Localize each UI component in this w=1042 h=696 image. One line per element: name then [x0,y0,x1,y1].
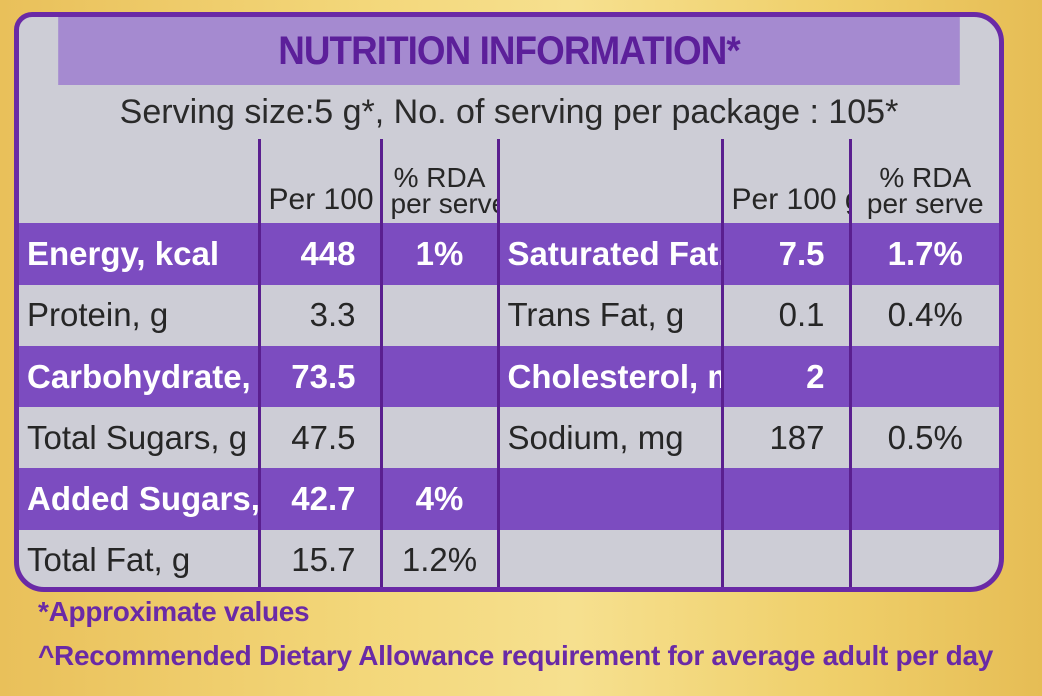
nutrient-name: Total Fat, g [27,541,191,579]
nutrient-value [720,468,850,530]
header-rda-left-line2: per serve [390,188,499,220]
table-row: Carbohydrate, g 73.5 Cholesterol, mg 2 [19,345,999,408]
nutrient-value: 3.3 [257,284,381,346]
table-row: Protein, g 3.3 Trans Fat, g 0.1 0.4% [19,284,999,346]
table-row: Total Sugars, g 47.5 Sodium, mg 187 0.5% [19,407,999,469]
nutrition-table: Per 100 g % RDA per serve Per 100 g % RD… [19,139,999,587]
nutrient-value [720,529,850,587]
header-rda-right: % RDA per serve [848,139,999,224]
nutrient-rda: 4% [379,468,498,530]
header-rda-left-line1: % RDA [393,162,486,194]
nutrient-name [496,529,722,587]
nutrient-name: Added Sugars, g [19,468,259,530]
nutrient-rda: 0.5% [848,407,999,469]
header-rda-left: % RDA per serve [379,139,499,224]
nutrient-rda: 0.4% [848,284,999,346]
nutrient-value: 15.7 [257,529,381,587]
nutrient-rda [379,284,498,346]
header-per100-left: Per 100 g [257,139,381,224]
nutrient-value: 7.5 [720,223,850,285]
nutrient-rda: 1.2% [379,529,498,587]
nutrient-rda: 1% [379,223,498,285]
header-rda-right-line1: % RDA [879,162,972,194]
nutrient-value: 0.1 [720,284,850,346]
nutrient-value: 47.5 [257,407,381,469]
nutrient-rda [379,407,498,469]
panel-title: NUTRITION INFORMATION* [58,17,960,85]
header-per100-right: Per 100 g [720,139,850,224]
nutrient-rda: 1.7% [848,223,999,285]
footnote-rda: ^Recommended Dietary Allowance requireme… [38,640,993,671]
nutrient-value: 187 [720,407,850,469]
nutrient-rda [848,345,999,408]
footnote-approx: *Approximate values [38,596,310,627]
nutrient-value: 2 [720,345,850,408]
table-header-row: Per 100 g % RDA per serve Per 100 g % RD… [19,139,999,224]
nutrient-value: 73.5 [257,345,381,408]
table-row: Energy, kcal 448 1% Saturated Fat, g 7.5… [19,223,999,285]
nutrition-panel: NUTRITION INFORMATION* Serving size:5 g*… [14,12,1004,592]
header-rda-right-line2: per serve [866,188,984,220]
nutrient-name: Carbohydrate, g [19,345,259,408]
nutrient-name [496,468,722,530]
nutrient-rda [848,529,999,587]
table-row: Total Fat, g 15.7 1.2% [19,529,999,587]
nutrient-rda [379,345,498,408]
nutrient-name: Protein, g [27,296,169,334]
nutrient-name: Energy, kcal [19,223,259,285]
nutrient-rda [848,468,999,530]
nutrient-name: Cholesterol, mg [496,345,722,408]
table-row: Added Sugars, g 42.7 4% [19,468,999,530]
nutrient-name: Total Sugars, g [27,418,248,456]
nutrient-value: 42.7 [257,468,381,530]
nutrient-name: Saturated Fat, g [496,223,722,285]
nutrient-name: Trans Fat, g [496,284,722,346]
header-empty-right [496,139,722,224]
nutrient-name: Sodium, mg [496,407,722,469]
header-empty-left [19,139,259,223]
nutrient-value: 448 [257,223,381,285]
serving-info: Serving size:5 g*, No. of serving per pa… [119,93,899,131]
